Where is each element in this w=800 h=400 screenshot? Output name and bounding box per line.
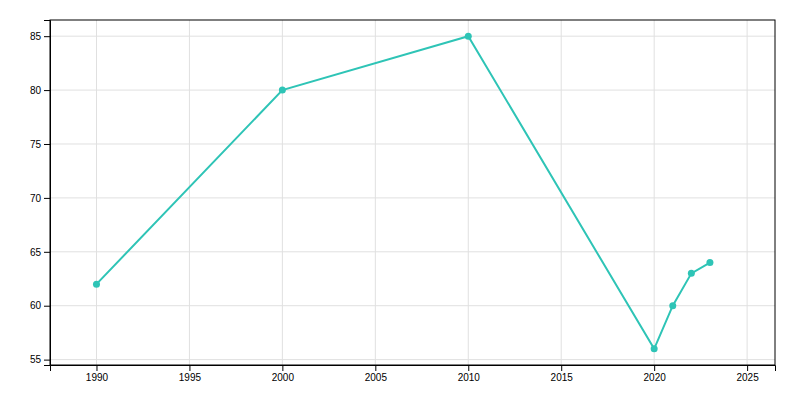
tick-label: 70: [30, 193, 42, 204]
tick-label: 1990: [86, 372, 109, 383]
grid-line-x: [282, 20, 283, 365]
tick: 2020: [644, 365, 667, 383]
tick: 85: [30, 31, 50, 42]
plot-frame: [50, 20, 775, 365]
axis-line: [51, 366, 776, 372]
tick-label: 85: [30, 31, 42, 42]
grid-line-x: [747, 20, 748, 365]
tick-label: 1995: [179, 372, 202, 383]
tick-mark: [44, 90, 50, 91]
x-axis: 1990 1995 2000 2005 2010 2015 2020 2025: [51, 365, 776, 383]
tick: 2015: [551, 365, 574, 383]
tick-mark: [189, 365, 190, 371]
point: [651, 345, 658, 352]
axis-line: [44, 21, 51, 366]
tick-mark: [747, 365, 748, 371]
y-axis: 55 60 65 70 75 80 85: [30, 21, 51, 366]
tick-mark: [44, 306, 50, 307]
tick-mark: [44, 36, 50, 37]
tick-mark: [44, 360, 50, 361]
tick-mark: [282, 365, 283, 371]
tick-label: 2000: [272, 372, 295, 383]
tick-mark: [96, 365, 97, 371]
tick: 2005: [365, 365, 388, 383]
tick-mark: [468, 365, 469, 371]
point: [93, 281, 100, 288]
tick: 75: [30, 139, 50, 150]
grid-line-y: [50, 36, 775, 37]
tick: 2010: [458, 365, 481, 383]
tick: 2025: [736, 365, 759, 383]
grid-line-x: [654, 20, 655, 365]
tick: 1990: [86, 365, 109, 383]
tick-mark: [44, 198, 50, 199]
grid-line-y: [50, 251, 775, 252]
grid-line-y: [50, 359, 775, 360]
tick-mark: [375, 365, 376, 371]
tick: 1995: [179, 365, 202, 383]
grid: [50, 20, 775, 365]
tick-label: 2005: [365, 372, 388, 383]
tick-label: 2020: [644, 372, 667, 383]
point: [465, 33, 472, 40]
tick: 65: [30, 246, 50, 257]
chart: 1990 1995 2000 2005 2010 2015 2020 2025 55 60 65 70…: [0, 0, 800, 400]
grid-line-y: [50, 143, 775, 144]
grid-line-y: [50, 305, 775, 306]
tick: 55: [30, 354, 50, 365]
marks: [93, 33, 713, 353]
grid-line-x: [96, 20, 97, 365]
tick: 2000: [272, 365, 295, 383]
line: [96, 36, 709, 349]
point: [279, 87, 286, 94]
grid-line-x: [468, 20, 469, 365]
tick-label: 2010: [458, 372, 481, 383]
tick-label: 75: [30, 139, 42, 150]
tick-mark: [654, 365, 655, 371]
grid-line-y: [50, 197, 775, 198]
point: [669, 302, 676, 309]
point: [706, 259, 713, 266]
tick-label: 2015: [551, 372, 574, 383]
tick-label: 2025: [736, 372, 759, 383]
tick-label: 65: [30, 246, 42, 257]
tick: 80: [30, 85, 50, 96]
tick: 60: [30, 300, 50, 311]
tick-label: 55: [30, 354, 42, 365]
grid-line-x: [375, 20, 376, 365]
grid-line-x: [189, 20, 190, 365]
tick-mark: [561, 365, 562, 371]
plot: 1990 1995 2000 2005 2010 2015 2020 2025 55 60 65 70…: [30, 20, 776, 383]
point: [688, 270, 695, 277]
tick: 70: [30, 193, 50, 204]
tick-mark: [44, 252, 50, 253]
tick-label: 80: [30, 85, 42, 96]
grid-line-y: [50, 90, 775, 91]
tick-label: 60: [30, 300, 42, 311]
tick-mark: [44, 144, 50, 145]
